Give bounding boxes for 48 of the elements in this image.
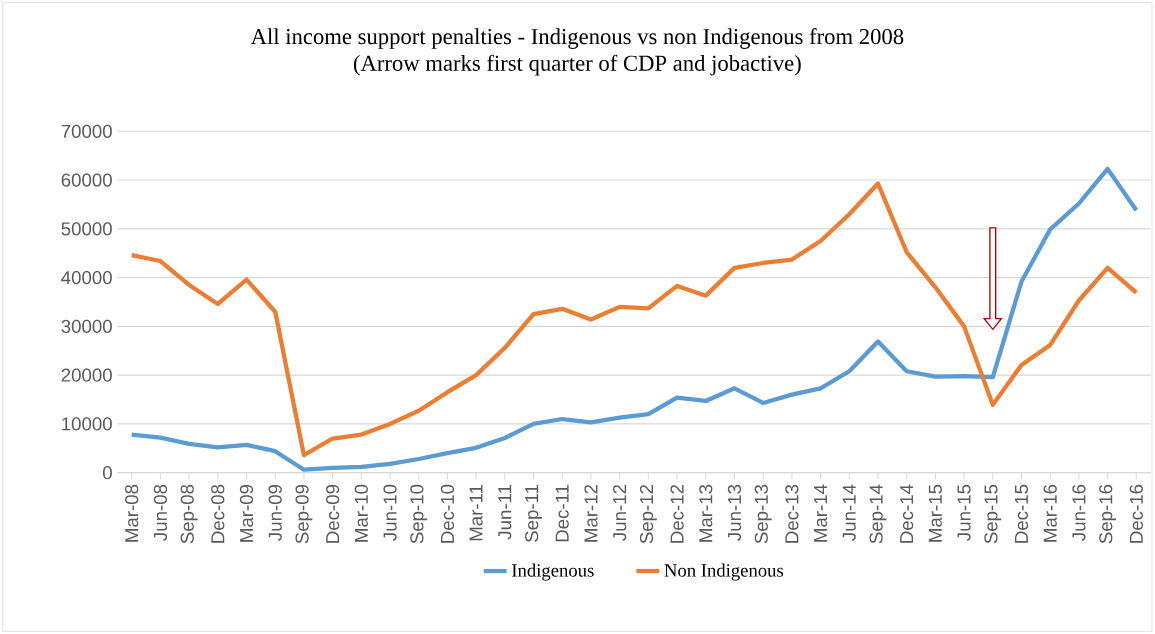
legend-label: Indigenous [511, 563, 594, 581]
x-tick-label: Jun-16 [1072, 484, 1086, 541]
x-tick-label: Dec-10 [440, 484, 455, 543]
x-tick-label: Sep-08 [180, 484, 198, 544]
x-tick-label: Dec-12 [670, 484, 684, 543]
x-tick-label: Sep-13 [754, 484, 772, 544]
x-tick-label: Jun-08 [153, 484, 168, 541]
x-tick-label: Sep-09 [295, 484, 313, 544]
x-tick-label: Dec-16 [1129, 484, 1143, 543]
x-tick-label: Mar-12 [584, 484, 598, 542]
x-tick-label: Sep-14 [869, 484, 887, 544]
x-tick-label: Dec-11 [555, 484, 569, 542]
x-tick-label: Mar-13 [699, 484, 713, 542]
y-tick-label: 30000 [61, 319, 112, 333]
x-tick-label: Jun-09 [268, 484, 282, 541]
x-tick-label: Sep-10 [410, 484, 428, 544]
y-tick-label: 50000 [61, 222, 112, 236]
x-tick-label: Sep-16 [1099, 484, 1117, 544]
x-tick-label: Mar-10 [354, 484, 368, 542]
x-tick-label: Mar-14 [814, 484, 828, 542]
x-tick-label: Sep-12 [639, 484, 657, 544]
y-tick-label: 20000 [61, 368, 112, 382]
y-tick-label: 0 [102, 466, 112, 480]
x-tick-label: Dec-09 [326, 484, 340, 543]
x-tick-label: Dec-14 [900, 484, 914, 543]
x-tick-label: Jun-10 [383, 484, 397, 541]
x-tick-label: Dec-08 [211, 484, 225, 543]
x-tick-label: Mar-08 [125, 484, 139, 542]
x-tick-label: Dec-13 [785, 484, 799, 543]
y-tick-label: 10000 [62, 417, 112, 431]
x-tick-label: Jun-15 [957, 484, 971, 541]
x-tick-label: Jun-11 [498, 484, 512, 540]
x-tick-label: Sep-11 [525, 484, 542, 542]
y-tick-label: 40000 [61, 270, 112, 285]
x-tick-label: Jun-14 [842, 484, 856, 541]
y-tick-label: 70000 [61, 124, 112, 138]
x-tick-label: Mar-09 [239, 484, 254, 542]
x-tick-label: Mar-16 [1043, 484, 1057, 542]
x-tick-label: Jun-13 [727, 484, 742, 541]
y-tick-label: 60000 [61, 173, 112, 187]
x-tick-label: Mar-11 [469, 484, 483, 541]
chart-subtitle: (Arrow marks first quarter of CDP and jobactive) [353, 54, 801, 76]
x-tick-label: Sep-15 [984, 484, 1002, 544]
x-tick-label: Mar-15 [928, 484, 942, 542]
chart-title: All income support penalties - Indigenous vs non Indigenous from 2008 [250, 28, 904, 49]
x-tick-label: Jun-12 [613, 484, 627, 541]
x-tick-label: Dec-15 [1015, 484, 1029, 543]
legend-label: Non Indigenous [664, 563, 784, 581]
